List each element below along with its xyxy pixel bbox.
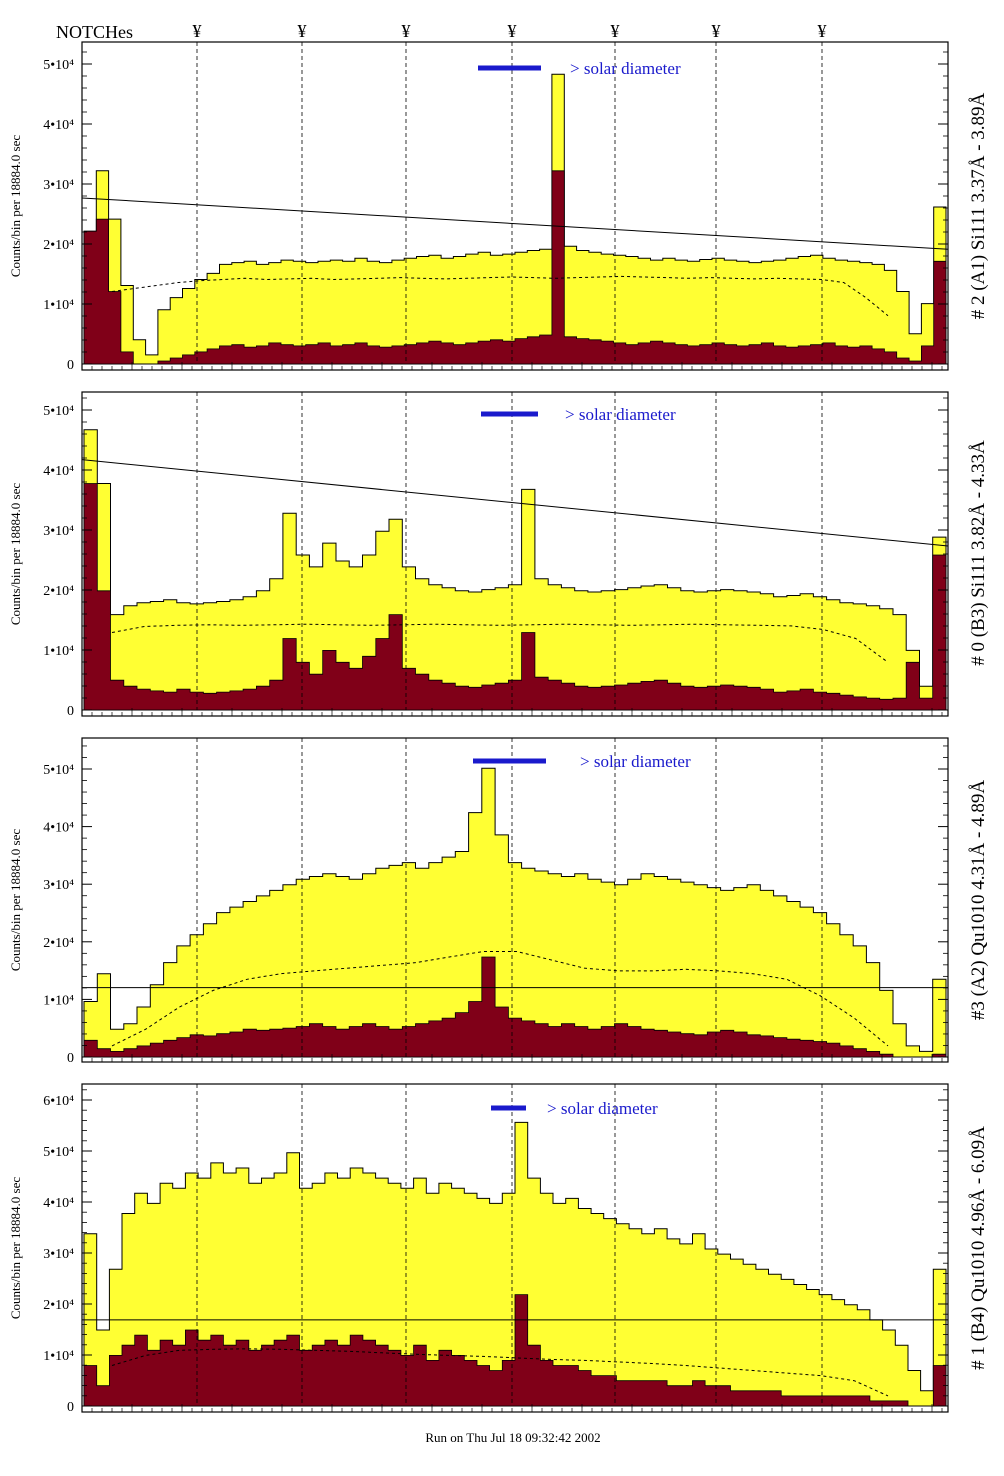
chart-panel-1: 0 1•10⁴ 2•10⁴ 3•10⁴ 4•10⁴ 5•10⁴ Counts/bin per… [8,41,989,373]
notch-marker-1: ¥ [193,21,202,41]
notches-label: NOTCHes [56,22,133,42]
histogram-partial-2 [83,483,947,711]
y-axis-label: Counts/bin per 18884.0 sec [8,829,23,971]
solar-diameter-label: > solar diameter [547,1099,658,1118]
run-info-footer: Run on Thu Jul 18 09:32:42 2002 [425,1430,600,1445]
notch-marker-4: ¥ [508,21,517,41]
y-tick-label: 2•10⁴ [43,584,74,599]
y-tick-label: 0 [67,1051,74,1066]
histogram-total-3 [83,767,947,1058]
panel-title: # 1 (B4) Qu1010 4.96Å - 6.09Å [968,1126,989,1370]
y-axis-label: Counts/bin per 18884.0 sec [8,135,23,277]
panel-title: #3 (A2) Qu1010 4.31Å - 4.89Å [968,780,989,1020]
y-tick-label: 4•10⁴ [43,464,74,479]
notch-markers: ¥ ¥ ¥ ¥ ¥ ¥ ¥ [193,21,827,41]
y-tick-label: 1•10⁴ [43,1349,74,1364]
histogram-total-1 [83,73,947,365]
panel-frame-4 [81,1083,949,1413]
notch-marker-5: ¥ [611,21,620,41]
y-tick-label: 5•10⁴ [43,763,74,778]
notches-header: NOTCHes ¥ ¥ ¥ ¥ ¥ ¥ ¥ [56,21,827,42]
y-tick-label: 3•10⁴ [43,178,74,193]
chart-panel-4: 0 1•10⁴ 2•10⁴ 3•10⁴ 4•10⁴ 5•10⁴ 6•10⁴ Counts/bi… [8,1083,989,1415]
notch-marker-7: ¥ [818,21,827,41]
panel-frame-1 [81,41,949,371]
y-tick-label: 4•10⁴ [43,118,74,133]
panel-frame-3 [81,737,949,1063]
solar-diameter-label: > solar diameter [580,752,691,771]
y-axis-label: Counts/bin per 18884.0 sec [8,483,23,625]
solar-diameter-label: > solar diameter [565,405,676,424]
y-tick-label: 0 [67,704,74,719]
y-tick-label: 4•10⁴ [43,1196,74,1211]
histogram-partial-1 [83,170,947,365]
y-tick-label: 3•10⁴ [43,524,74,539]
y-tick-label: 5•10⁴ [43,404,74,419]
notch-marker-3: ¥ [402,21,411,41]
y-axis-label: Counts/bin per 18884.0 sec [8,1177,23,1319]
panel-title: # 2 (A1) Si111 3.37Å - 3.89Å [968,92,989,319]
histogram-partial-3 [83,956,947,1058]
solar-diameter-label: > solar diameter [570,59,681,78]
y-tick-label: 1•10⁴ [43,993,74,1008]
panel-title: # 0 (B3) Si111 3.82Å - 4.33Å [968,440,989,666]
y-tick-label: 1•10⁴ [43,298,74,313]
y-tick-label: 3•10⁴ [43,878,74,893]
y-tick-label: 1•10⁴ [43,644,74,659]
y-tick-label: 5•10⁴ [43,58,74,73]
trend-line-1 [81,197,949,250]
y-tick-label: 0 [67,358,74,373]
smoothed-curve-4 [111,1348,889,1397]
y-tick-label: 2•10⁴ [43,238,74,253]
chart-panel-2: 0 1•10⁴ 2•10⁴ 3•10⁴ 4•10⁴ 5•10⁴ Counts/bin per… [8,391,989,719]
y-tick-label: 2•10⁴ [43,936,74,951]
chart-panels: 0 1•10⁴ 2•10⁴ 3•10⁴ 4•10⁴ 5•10⁴ Counts/bin per… [8,41,989,1415]
y-tick-label: 4•10⁴ [43,821,74,836]
smoothed-curve-3 [111,951,889,1047]
notch-marker-6: ¥ [712,21,721,41]
y-tick-label: 6•10⁴ [43,1094,74,1109]
trend-line-2 [81,459,949,547]
chart-panel-3: 0 1•10⁴ 2•10⁴ 3•10⁴ 4•10⁴ 5•10⁴ Counts/bin per… [8,737,989,1066]
y-tick-label: 5•10⁴ [43,1145,74,1160]
histogram-partial-4 [83,1294,947,1407]
y-tick-label: 2•10⁴ [43,1298,74,1313]
histogram-total-2 [83,429,947,711]
notch-marker-2: ¥ [298,21,307,41]
y-tick-label: 0 [67,1400,74,1415]
y-tick-label: 3•10⁴ [43,1247,74,1262]
